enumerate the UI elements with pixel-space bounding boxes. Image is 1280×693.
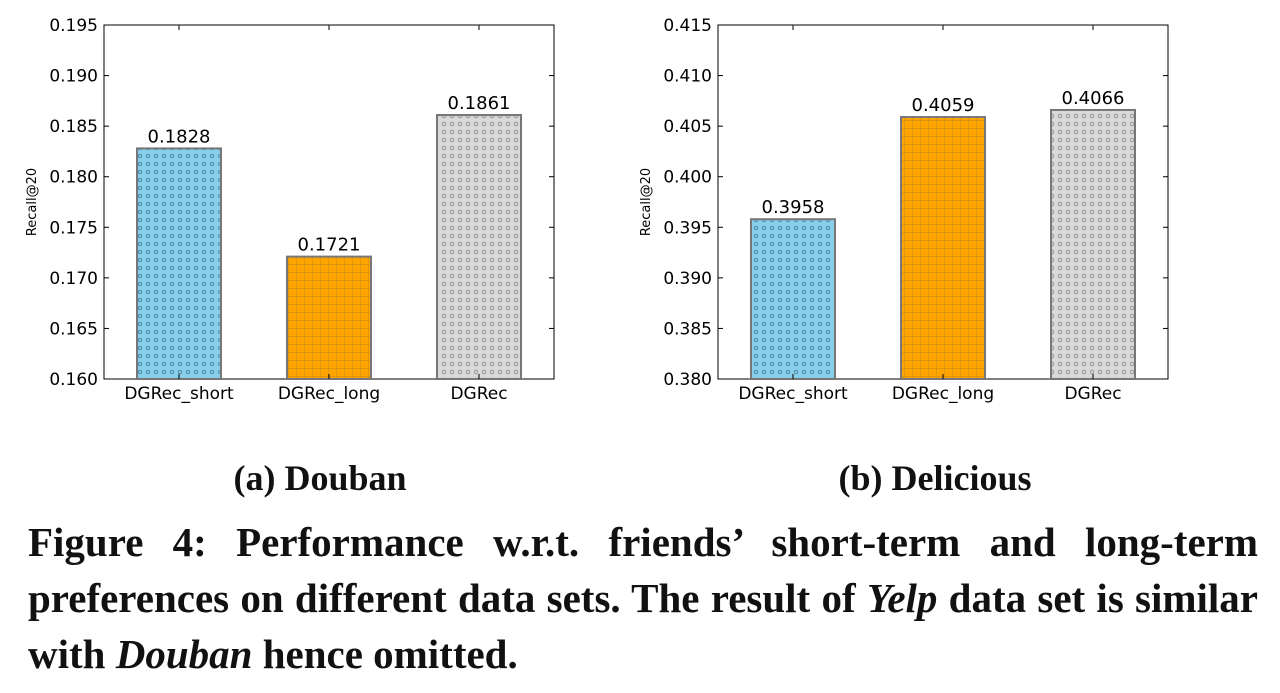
y-tick-label: 0.170 [49, 269, 98, 289]
y-tick-label: 0.410 [663, 67, 712, 87]
y-tick-label: 0.190 [49, 67, 98, 87]
y-axis-label: Recall@20 [639, 168, 654, 236]
y-tick-label: 0.180 [49, 168, 98, 188]
subcaption-douban: (a) Douban [233, 458, 406, 498]
caption-em-yelp: Yelp [866, 575, 938, 621]
y-tick-label: 0.390 [663, 269, 712, 289]
x-tick-label: DGRec_short [738, 384, 848, 404]
bar-dgrec [1050, 108, 1136, 381]
y-tick-label: 0.395 [663, 218, 712, 238]
y-tick-label: 0.385 [663, 319, 712, 339]
y-tick-label: 0.165 [49, 319, 98, 339]
bar-value-label: 0.3958 [762, 197, 825, 218]
y-tick-label: 0.195 [49, 16, 98, 36]
y-tick-label: 0.400 [663, 168, 712, 188]
bar-value-label: 0.1721 [298, 235, 361, 256]
y-tick-label: 0.175 [49, 218, 98, 238]
y-tick-label: 0.380 [663, 370, 712, 390]
y-tick-label: 0.185 [49, 117, 98, 137]
chart-douban: 0.160 0.165 0.170 0.175 0.180 0.185 0.190 0.195… [25, 16, 555, 404]
caption-text-1: Figure 4: Performance w.r.t. friends’ sh… [28, 519, 1258, 621]
bar-dgrec [436, 114, 522, 380]
caption-text-3: hence omitted. [252, 631, 518, 677]
y-tick-label: 0.415 [663, 16, 712, 36]
x-tick-label: DGRec [450, 384, 507, 404]
bar-dgrec-short [750, 218, 836, 380]
bar-dgrec-short [136, 147, 222, 380]
subcaption-delicious: (b) Delicious [839, 458, 1032, 498]
y-tick-label: 0.405 [663, 117, 712, 137]
bar-value-label: 0.4066 [1062, 88, 1125, 109]
bar-value-label: 0.1861 [448, 93, 511, 114]
chart-delicious: 0.380 0.385 0.390 0.395 0.400 0.405 0.410 0.415… [639, 16, 1169, 404]
bar-value-label: 0.1828 [148, 126, 211, 147]
caption-em-douban: Douban [115, 631, 253, 677]
figure-caption: Figure 4: Performance w.r.t. friends’ sh… [28, 514, 1258, 682]
y-axis-label: Recall@20 [25, 168, 40, 236]
x-tick-label: DGRec [1064, 384, 1121, 404]
y-tick-label: 0.160 [49, 370, 98, 390]
bar-value-label: 0.4059 [912, 95, 975, 116]
caption-text-2: data set is similar with [28, 575, 1258, 677]
bar-dgrec-long [286, 255, 372, 381]
x-tick-label: DGRec_long [278, 384, 380, 404]
bar-dgrec-long [900, 116, 986, 380]
x-tick-label: DGRec_short [124, 384, 234, 404]
x-tick-label: DGRec_long [892, 384, 994, 404]
